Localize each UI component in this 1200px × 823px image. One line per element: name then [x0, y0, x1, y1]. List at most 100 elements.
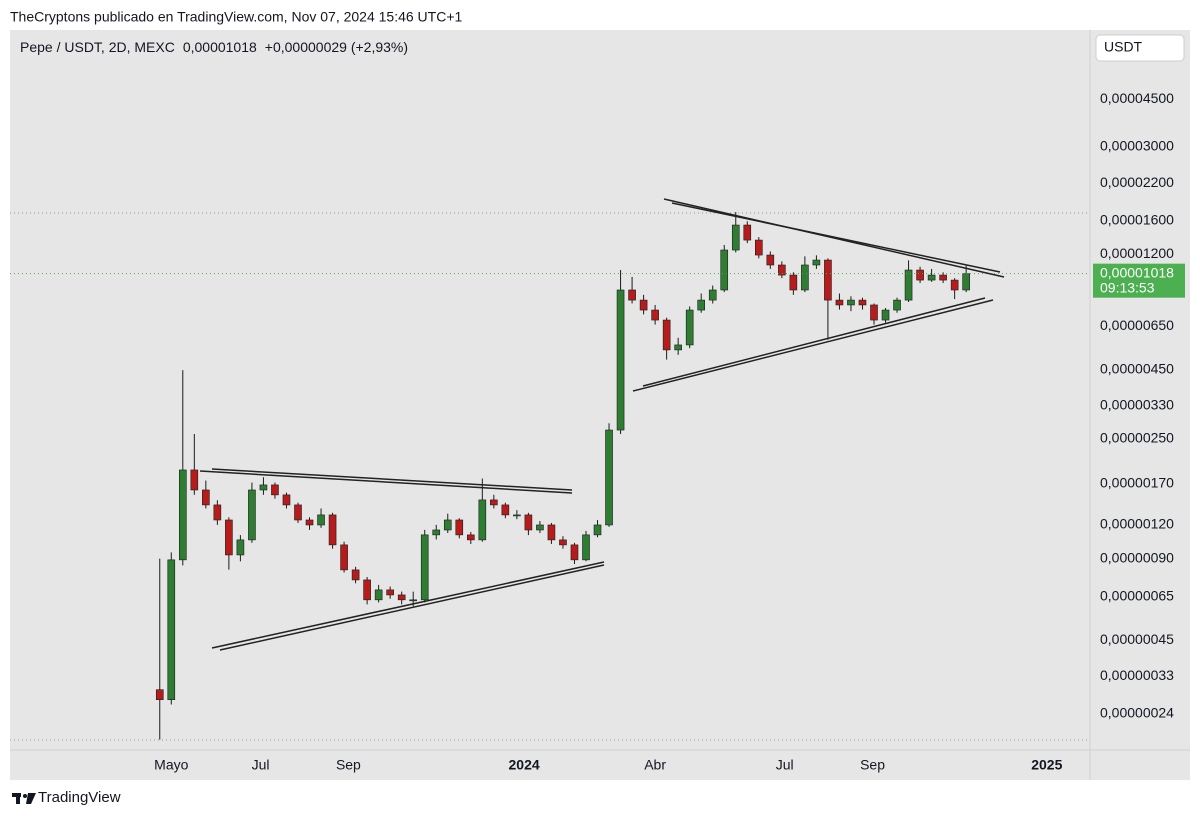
- y-tick-label: 0,00001600: [1100, 211, 1174, 227]
- trendline: [211, 561, 605, 649]
- logo-part: [23, 794, 27, 798]
- y-tick-label: 0,00000170: [1100, 475, 1174, 491]
- y-tick-label: 0,00004500: [1100, 90, 1174, 106]
- candle-body: [259, 484, 268, 491]
- candle-body: [835, 299, 844, 306]
- candle-body: [754, 239, 763, 256]
- trendline: [211, 468, 573, 491]
- candle-body: [282, 494, 291, 506]
- candle-body: [847, 299, 855, 306]
- trendlines: [199, 198, 1005, 651]
- y-tick-label: 0,00000650: [1100, 317, 1174, 333]
- candle-body: [547, 524, 556, 541]
- candle-body: [501, 504, 510, 516]
- candle-body: [155, 689, 164, 700]
- candle-body: [294, 504, 302, 521]
- candle-body: [778, 264, 786, 276]
- candle-body: [697, 299, 706, 311]
- footer-brand: TradingView: [38, 789, 121, 806]
- logo-part: [26, 793, 36, 804]
- candle-body: [490, 499, 498, 506]
- candle-body: [328, 514, 337, 546]
- x-tick-label: Mayo: [154, 757, 188, 773]
- candle-body: [305, 519, 314, 526]
- candle-body: [524, 514, 533, 531]
- y-tick-label: 0,00000450: [1100, 360, 1174, 376]
- candle-body: [674, 344, 682, 351]
- candle-body: [386, 589, 394, 596]
- candle-body: [616, 289, 625, 431]
- y-tick-label: 0,00000090: [1100, 549, 1174, 565]
- candle-body: [271, 484, 279, 496]
- candle-body: [179, 469, 187, 561]
- candle-body: [708, 289, 717, 301]
- y-tick-label: 0,00003000: [1100, 137, 1174, 153]
- trendline: [663, 198, 1005, 278]
- candle-body: [432, 529, 441, 536]
- candle-body: [420, 534, 429, 601]
- candle-body: [605, 429, 613, 526]
- candle-body: [766, 254, 775, 266]
- candle-body: [248, 489, 256, 541]
- candle-body: [812, 259, 821, 266]
- trendline: [219, 564, 605, 651]
- candle-body: [478, 499, 487, 541]
- candle-body: [801, 264, 809, 291]
- trendline: [632, 299, 994, 392]
- currency-button[interactable]: [1095, 34, 1185, 62]
- candle-body: [225, 519, 233, 556]
- legend: Pepe / USDT, 2D, MEXC 0,00001018 +0,000000…: [20, 39, 408, 55]
- y-tick-label: 0,00000024: [1100, 705, 1174, 721]
- candle-body: [582, 534, 590, 561]
- candle-body: [213, 504, 222, 521]
- candle-body: [743, 224, 752, 241]
- x-tick-label: 2025: [1031, 757, 1062, 773]
- y-tick-label: 0,00000250: [1100, 429, 1174, 445]
- candle-body: [317, 514, 325, 526]
- candle-body: [409, 599, 418, 602]
- candle-body: [639, 299, 648, 311]
- last-price-tag: [1093, 263, 1185, 298]
- candle-body: [731, 224, 740, 251]
- currency-label[interactable]: USDT: [1104, 39, 1143, 55]
- trendline: [671, 202, 1001, 273]
- candle-body: [466, 534, 475, 541]
- x-tick-label: Jul: [252, 757, 270, 773]
- x-tick-label: Sep: [336, 757, 361, 773]
- candle-body: [916, 269, 924, 281]
- y-tick-label: 0,00002200: [1100, 174, 1174, 190]
- candle-body: [570, 544, 579, 561]
- candle-body: [397, 594, 406, 601]
- plot-area: [10, 212, 1090, 740]
- publisher-line: TheCryptons publicado en TradingView.com…: [10, 9, 463, 25]
- candle-body: [870, 304, 878, 321]
- trendline: [199, 470, 573, 494]
- y-tick-label: 0,00000330: [1100, 397, 1174, 413]
- chart-panel: [10, 30, 1190, 780]
- candle-body: [789, 274, 798, 291]
- last-price-tag-label: 0,00001018: [1100, 264, 1174, 280]
- candle-body: [893, 299, 901, 311]
- price-change: +0,00000029 (+2,93%): [265, 39, 408, 55]
- candle-body: [374, 589, 383, 601]
- y-tick-label: 0,00000120: [1100, 516, 1174, 532]
- candle-body: [904, 269, 913, 301]
- candle-body: [340, 544, 348, 571]
- y-tick-label: 0,00000065: [1100, 588, 1174, 604]
- x-tick-label: Jul: [776, 757, 794, 773]
- candle-body: [363, 579, 371, 601]
- candle-body: [720, 249, 729, 291]
- candle-body: [190, 469, 199, 491]
- x-tick-label: 2024: [509, 757, 540, 773]
- candle-body: [962, 273, 970, 291]
- candle-body: [351, 569, 360, 581]
- candle-body: [881, 309, 890, 321]
- candle-body: [858, 299, 867, 306]
- candle-body: [824, 259, 832, 301]
- candle-body: [167, 559, 176, 700]
- candle-body: [939, 274, 947, 281]
- candle-body: [651, 309, 659, 321]
